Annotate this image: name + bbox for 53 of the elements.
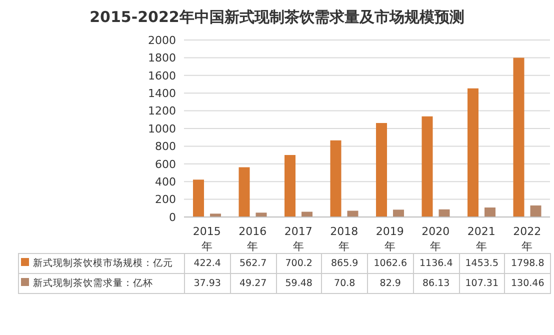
- data-label: 59.48: [276, 274, 322, 294]
- data-label: 1798.8: [504, 254, 550, 274]
- data-label: 1136.4: [413, 254, 459, 274]
- data-label: 37.93: [184, 274, 230, 294]
- chart-title: 2015-2022年中国新式现制茶饮需求量及市场规模预测: [88, 8, 466, 27]
- x-tick-label: 2016年: [238, 225, 267, 253]
- y-tick-label: 200: [155, 193, 176, 206]
- bar: [193, 180, 204, 217]
- y-tick-label: 800: [155, 140, 176, 154]
- bar: [393, 210, 404, 217]
- y-tick-label: 1400: [148, 87, 176, 100]
- y-tick-label: 1600: [148, 69, 176, 82]
- x-tick-label: 2022年: [513, 225, 542, 253]
- data-label: 865.9: [322, 254, 368, 274]
- legend-label: 新式现制茶饮模市场规模：亿元: [18, 254, 184, 274]
- y-tick-label: 1800: [148, 52, 176, 65]
- data-label: 1062.6: [368, 254, 414, 274]
- y-tick-label: 1000: [148, 122, 176, 136]
- y-tick-label: 600: [155, 158, 176, 171]
- bar: [422, 116, 433, 217]
- data-label: 130.46: [504, 274, 550, 294]
- bar: [330, 140, 342, 217]
- y-tick-label: 400: [155, 176, 176, 189]
- y-tick-label: 1200: [148, 104, 176, 118]
- bar: [238, 167, 250, 217]
- legend-label: 新式现制茶饮需求量：亿杯: [18, 274, 184, 294]
- data-label: 70.8: [322, 274, 368, 294]
- data-label: 49.27: [230, 274, 276, 294]
- bar: [484, 208, 496, 217]
- data-label: 1453.5: [459, 254, 505, 274]
- bar: [513, 58, 524, 217]
- x-tick-label: 2018年: [330, 225, 358, 253]
- x-tick-label: 2015年: [192, 225, 221, 253]
- bar: [284, 155, 296, 217]
- x-tick-label: 2017年: [284, 225, 312, 253]
- y-tick-label: 0: [169, 210, 176, 224]
- bar: [302, 212, 312, 217]
- data-label: 422.4: [184, 254, 230, 274]
- bar: [530, 205, 542, 217]
- bar: [347, 210, 358, 217]
- bar: [256, 212, 267, 217]
- x-tick-label: 2020年: [422, 225, 450, 253]
- y-tick-label: 2000: [148, 34, 176, 47]
- data-label: 562.7: [230, 254, 276, 274]
- bar: [376, 122, 387, 217]
- bar: [468, 88, 478, 217]
- bar: [438, 209, 450, 217]
- x-tick-label: 2019年: [376, 225, 404, 253]
- data-label: 700.2: [276, 254, 322, 274]
- data-label: 86.13: [413, 274, 459, 294]
- data-label: 107.31: [459, 274, 505, 294]
- x-tick-label: 2021年: [467, 225, 496, 253]
- data-label: 82.9: [368, 274, 414, 294]
